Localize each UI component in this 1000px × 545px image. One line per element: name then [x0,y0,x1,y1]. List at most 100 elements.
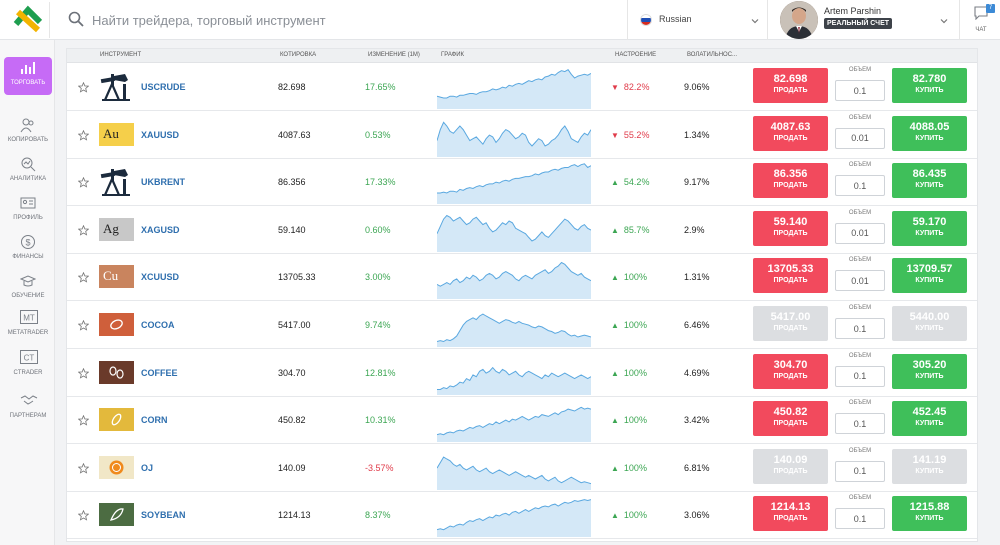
sell-label: ПРОДАТЬ [773,515,808,523]
table-row[interactable]: COFFEE 304.70 12.81% ▲ 100% 4.69% 304.70 ПРОДАТ… [67,350,977,397]
favorite-star-icon[interactable] [77,366,90,384]
volume-input[interactable] [835,175,885,197]
change-value: 10.31% [365,415,396,426]
buy-price: 4088.05 [909,120,950,133]
instrument-symbol[interactable]: OJ [141,462,154,473]
favorite-star-icon[interactable] [77,223,90,241]
table-row[interactable]: OJ 140.09 -3.57% ▲ 100% 6.81% 140.09 ПРОДАТЬ ОБЪ… [67,445,977,492]
corn-icon [99,403,134,436]
buy-price: 5440.00 [909,311,950,323]
sell-button[interactable]: 1214.13 ПРОДАТЬ [753,496,828,532]
buy-button[interactable]: 82.780 КУПИТЬ [892,68,967,103]
sell-button[interactable]: 13705.33 ПРОДАТЬ [753,258,828,294]
buy-button[interactable]: 1215.88 КУПИТЬ [892,496,967,532]
sidebar-item-партнерам[interactable]: ПАРТНЕРАМ [4,390,52,426]
volume-input[interactable] [835,460,885,482]
table-row[interactable]: COCOA 5417.00 9.74% ▲ 100% 6.46% 5417.00 ПРОДАТ… [67,302,977,349]
instrument-symbol[interactable]: XAGUSD [141,224,180,235]
sell-button[interactable]: 5417.00 ПРОДАТЬ [753,306,828,341]
table-row[interactable]: Au XAUUSD 4087.63 0.53% ▼ 55.2% 1.34% 4087.63 ПР… [67,112,977,159]
favorite-star-icon[interactable] [77,80,90,98]
instrument-symbol[interactable]: CORN [141,415,168,426]
buy-button[interactable]: 452.45 КУПИТЬ [892,401,967,437]
column-quote[interactable]: КОТИРОВКА [280,52,317,58]
graduation-cap-icon [19,273,37,289]
instrument-symbol[interactable]: COCOA [141,320,175,330]
sidebar-item-metatrader[interactable]: MT METATRADER [4,307,52,343]
instrument-symbol[interactable]: XCUUSD [141,272,180,283]
sentiment-value: ▲ 100% [611,415,647,425]
favorite-star-icon[interactable] [77,128,90,146]
sell-button[interactable]: 86.356 ПРОДАТЬ [753,163,828,199]
buy-button[interactable]: 5440.00 КУПИТЬ [892,306,967,341]
buy-button[interactable]: 141.19 КУПИТЬ [892,448,967,484]
volatility-value: 6.81% [684,462,710,473]
table-row[interactable]: UKBRENT 86.356 17.33% ▲ 54.2% 9.17% 86.356 ПРОД… [67,159,977,207]
volume-input[interactable] [835,270,885,292]
table-row[interactable]: USCRUDE 82.698 17.65% ▼ 82.2% 9.06% 82.698 ПРОД… [67,64,977,111]
triangle-up-icon: ▲ [611,368,619,378]
language-selector[interactable]: Russian [628,0,768,40]
favorite-star-icon[interactable] [77,461,90,479]
table-row[interactable]: CORN 450.82 10.31% ▲ 100% 3.42% 450.82 ПРОДАТЬ О… [67,397,977,445]
sidebar-item-профиль[interactable]: ПРОФИЛЬ [4,192,52,228]
sell-price: 450.82 [773,406,808,419]
chat-button[interactable]: 7 ЧАТ [962,0,1000,40]
sidebar-item-ctrader[interactable]: CT CTRADER [4,347,52,383]
volume-label: ОБЪЕМ [848,495,872,502]
sidebar-item-копировать[interactable]: КОПИРОВАТЬ [4,114,52,150]
sell-button[interactable]: 140.09 ПРОДАТЬ [753,448,828,484]
table-row[interactable]: SOYBEAN 1214.13 8.37% ▲ 100% 3.06% 1214.13 ПРОД… [67,492,977,540]
favorite-star-icon[interactable] [77,270,90,288]
instrument-symbol[interactable]: XAUUSD [141,129,180,140]
sidebar-item-торговать[interactable]: ТОРГОВАТЬ [4,57,52,95]
search-input[interactable] [92,8,612,32]
favorite-star-icon[interactable] [77,318,90,336]
column-volatility[interactable]: ВОЛАТИЛЬНОС... [687,52,738,58]
table-row[interactable]: Cu XCUUSD 13705.33 3.00% ▲ 100% 1.31% 13705.33 П… [67,254,977,302]
column-sentiment[interactable]: НАСТРОЕНИЕ [615,52,657,58]
sentiment-percent: 100% [623,510,647,521]
buy-button[interactable]: 86.435 КУПИТЬ [892,163,967,199]
sell-button[interactable]: 82.698 ПРОДАТЬ [753,68,828,103]
sidebar-item-обучение[interactable]: ОБУЧЕНИЕ [4,270,52,306]
sell-button[interactable]: 450.82 ПРОДАТЬ [753,401,828,437]
volume-input[interactable] [835,222,885,244]
triangle-up-icon: ▲ [611,321,619,330]
favorite-star-icon[interactable] [77,413,90,431]
favorite-star-icon[interactable] [77,175,90,193]
search-icon[interactable] [68,11,84,32]
buy-button[interactable]: 13709.57 КУПИТЬ [892,258,967,294]
column-change[interactable]: ИЗМЕНЕНИЕ (1М) [368,52,420,58]
volume-input[interactable] [835,127,885,149]
logo[interactable] [8,2,50,38]
user-menu[interactable]: Artem Parshin РЕАЛЬНЫЙ СЧЕТ [776,0,960,40]
sparkline-area [437,367,591,395]
instrument-symbol[interactable]: USCRUDE [141,82,186,92]
sidebar-item-аналитика[interactable]: АНАЛИТИКА [4,153,52,189]
column-instrument[interactable]: ИНСТРУМЕНТ [100,52,142,58]
change-value: -3.57% [365,462,394,473]
sparkline-line [437,163,591,194]
instrument-table: ИНСТРУМЕНТ КОТИРОВКА ИЗМЕНЕНИЕ (1М) ГРАФ… [66,48,978,542]
instrument-symbol[interactable]: SOYBEAN [141,510,186,521]
volume-input[interactable] [835,80,885,101]
sell-button[interactable]: 4087.63 ПРОДАТЬ [753,115,828,151]
buy-button[interactable]: 59.170 КУПИТЬ [892,210,967,246]
volume-input[interactable] [835,508,885,530]
buy-button[interactable]: 305.20 КУПИТЬ [892,353,967,389]
volume-input[interactable] [835,413,885,435]
favorite-star-icon[interactable] [77,508,90,526]
instrument-symbol[interactable]: UKBRENT [141,177,185,188]
instrument-symbol[interactable]: COFFEE [141,367,178,378]
volume-input[interactable] [835,365,885,387]
sidebar-item-финансы[interactable]: $ ФИНАНСЫ [4,231,52,267]
sell-button[interactable]: 59.140 ПРОДАТЬ [753,210,828,246]
volume-input[interactable] [835,318,885,339]
buy-button[interactable]: 4088.05 КУПИТЬ [892,115,967,151]
sell-button[interactable]: 304.70 ПРОДАТЬ [753,353,828,389]
sell-price: 5417.00 [770,311,811,323]
table-row[interactable]: Ag XAGUSD 59.140 0.60% ▲ 85.7% 2.9% 59.140 ПРОДА… [67,207,977,254]
cocoa-bean-icon [99,308,134,341]
sidebar-item-label: METATRADER [7,330,49,336]
